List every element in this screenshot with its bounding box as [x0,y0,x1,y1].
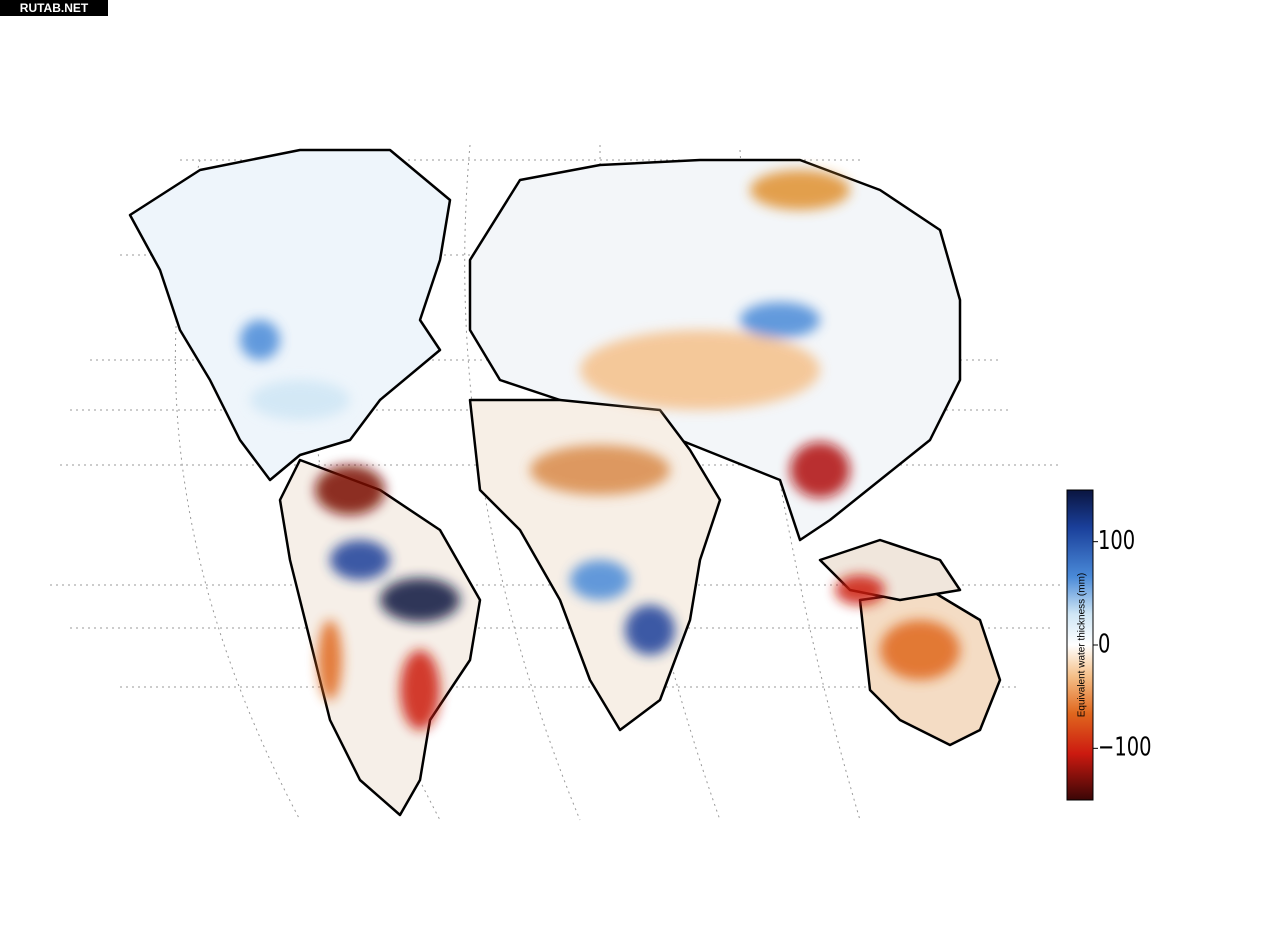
watermark: RUTAB.NET [20,1,89,15]
anomaly-patches [240,170,960,730]
colorbar-tick-label: 100 [1098,526,1135,555]
colorbar-scale [1066,489,1094,801]
colorbar-tick-label: −100 [1098,733,1152,762]
colorbar-tick-label: 0 [1098,630,1110,659]
watermark-bg [0,0,108,16]
colorbar: Equivalent water thickness (mm) [1066,489,1094,801]
colorbar-label: Equivalent water thickness (mm) [1077,573,1088,718]
